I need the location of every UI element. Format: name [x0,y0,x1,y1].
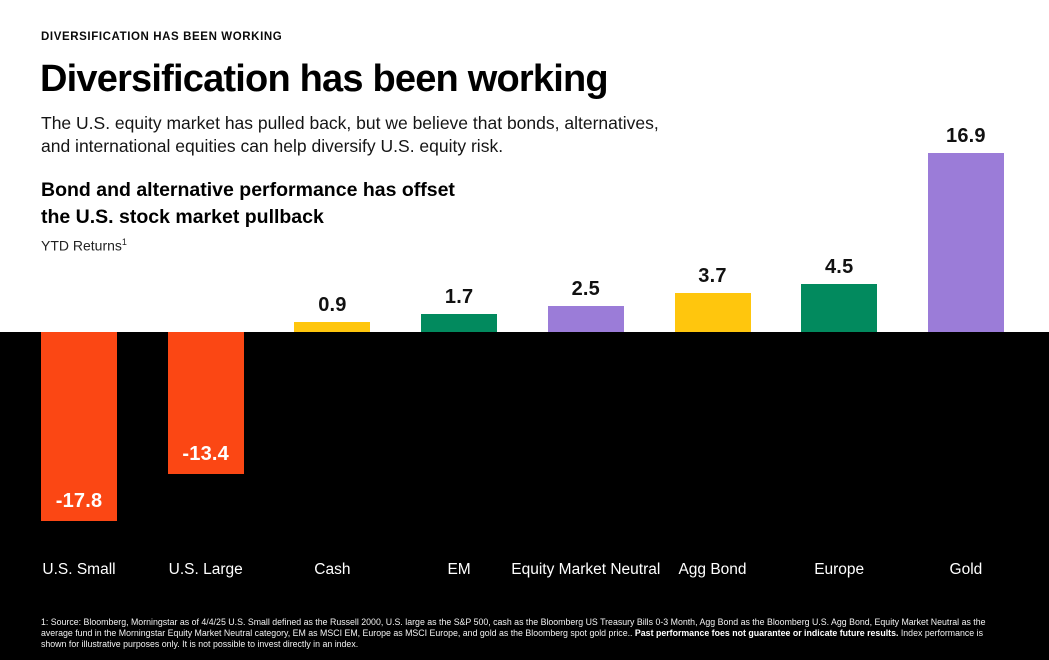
category-label-em: EM [447,561,471,578]
page-title: Diversification has been working [40,58,609,100]
eyebrow: DIVERSIFICATION HAS BEEN WORKING [41,31,283,43]
subtitle: The U.S. equity market has pulled back, … [41,113,659,156]
bar-equity-market-neutral [547,305,624,332]
footnote-reference-superscript: 1 [121,237,127,247]
ytd-returns-text: YTD Returns [41,237,122,254]
chart-units-label: YTD Returns1 [41,237,127,254]
value-label-u-s-large: -13.4 [182,443,229,466]
bar-u-s-small [41,332,117,521]
bar-u-s-large [167,332,244,475]
value-label-u-s-small: -17.8 [55,489,103,512]
category-label-agg-bond: Agg Bond [678,561,747,578]
footnote-text: 1: Source: Bloomberg, Morningstar as of … [41,617,986,638]
category-label-u-s-small: U.S. Small [42,561,116,578]
category-label-gold: Gold [949,561,983,578]
bar-gold [927,152,1004,332]
category-label-u-s-large: U.S. Large [168,561,243,578]
category-label-europe: Europe [814,561,865,578]
bar-em [421,313,498,332]
value-label-cash: 0.9 [318,294,347,317]
bar-cash [294,322,371,332]
footnote-text: Index performance is shown for illustrat… [41,627,983,649]
bar-agg-bond [674,292,751,332]
category-label-equity-market-neutral: Equity Market Neutral [511,561,661,578]
bar-europe [801,284,878,332]
category-label-cash: Cash [314,561,351,578]
value-label-gold: 16.9 [946,124,986,147]
value-label-europe: 4.5 [824,256,854,279]
value-label-em: 1.7 [444,285,474,308]
chart-title: Bond and alternative performance has off… [41,179,455,228]
value-label-equity-market-neutral: 2.5 [571,277,600,300]
footnote-disclaimer-bold: Past performance foes not guarantee or i… [634,627,899,638]
footnote: 1: Source: Bloomberg, Morningstar as of … [41,617,1007,649]
value-label-agg-bond: 3.7 [698,264,727,287]
